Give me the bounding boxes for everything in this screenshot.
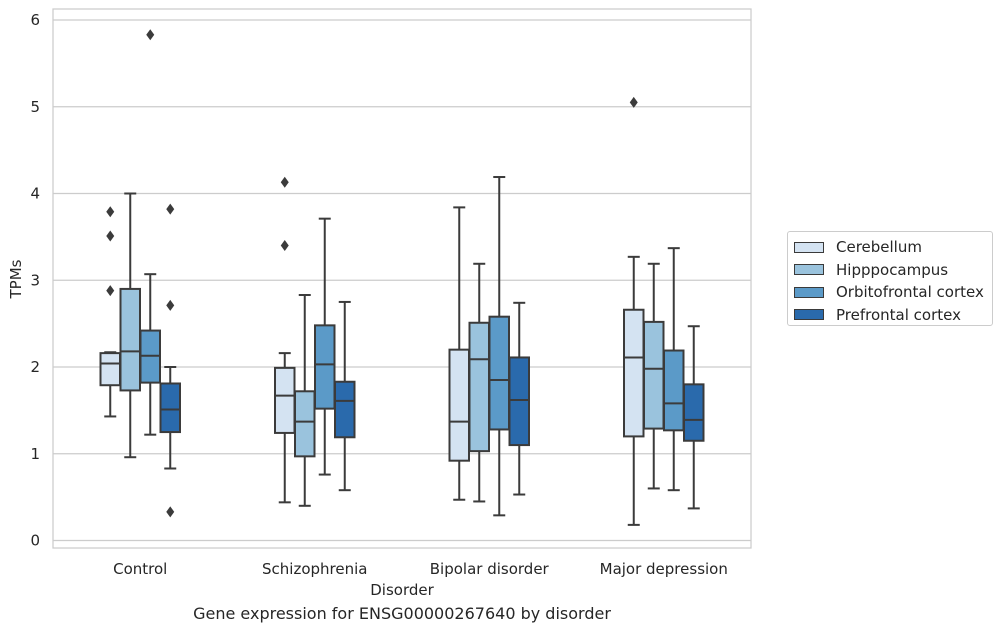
box-0-2 <box>139 29 161 436</box>
box-2-2 <box>488 176 510 517</box>
outlier-point <box>166 299 175 311</box>
outlier-point <box>106 206 115 218</box>
iqr-box <box>683 383 705 442</box>
legend: Cerebellum Hipppocampus Orbitofrontal co… <box>787 231 993 326</box>
iqr-box <box>334 380 356 439</box>
legend-item-hippocampus: Hipppocampus <box>793 259 992 282</box>
iqr-box <box>488 315 510 431</box>
y-tick-label: 4 <box>30 185 40 203</box>
box-1-1 <box>294 293 316 507</box>
iqr-box <box>99 352 121 387</box>
legend-item-prefrontal-cortex: Prefrontal cortex <box>793 304 992 327</box>
legend-swatch <box>794 264 824 276</box>
box-1-3 <box>334 300 356 492</box>
legend-label: Orbitofrontal cortex <box>836 283 984 302</box>
box-3-0 <box>623 96 645 526</box>
legend-label: Cerebellum <box>836 238 922 257</box>
y-tick-labels: 0 1 2 3 4 5 6 <box>30 11 40 550</box>
iqr-box <box>643 320 665 430</box>
x-axis-label: Disorder <box>370 581 434 599</box>
x-tick-label: Control <box>113 560 167 578</box>
figure-caption: Gene expression for ENSG00000267640 by d… <box>193 604 611 623</box>
iqr-box <box>663 349 685 432</box>
iqr-box <box>159 382 181 434</box>
legend-label: Prefrontal cortex <box>836 305 961 324</box>
box-2-1 <box>468 262 490 503</box>
iqr-box <box>314 324 336 410</box>
legend-swatch <box>794 241 824 253</box>
iqr-box <box>119 287 141 392</box>
outlier-point <box>166 203 175 215</box>
y-tick-label: 5 <box>30 98 40 116</box>
y-tick-label: 6 <box>30 11 40 29</box>
y-tick-label: 0 <box>30 532 40 550</box>
outlier-point <box>106 285 115 297</box>
box-3-3 <box>683 325 705 510</box>
y-axis-label: TPMs <box>7 259 25 299</box>
plot-area-frame <box>52 8 752 549</box>
x-tick-label: Schizophrenia <box>262 560 367 578</box>
x-tick-labels: Control Schizophrenia Bipolar disorder Majo… <box>113 560 728 578</box>
box-0-0 <box>99 206 121 418</box>
box-2-3 <box>508 301 530 496</box>
y-tick-label: 2 <box>30 358 40 376</box>
y-tick-label: 1 <box>30 445 40 463</box>
box-0-1 <box>119 192 141 459</box>
iqr-box <box>623 308 645 438</box>
outlier-point <box>280 240 289 252</box>
outlier-point <box>146 29 155 41</box>
box-0-3 <box>159 203 181 518</box>
iqr-box <box>508 356 530 447</box>
boxes <box>99 29 705 526</box>
gridlines <box>53 19 751 542</box>
iqr-box <box>448 348 470 462</box>
outlier-point <box>166 506 175 518</box>
iqr-box <box>294 390 316 458</box>
legend-item-cerebellum: Cerebellum <box>793 236 992 259</box>
legend-item-orbitofrontal-cortex: Orbitofrontal cortex <box>793 281 992 304</box>
box-2-0 <box>448 206 470 501</box>
y-tick-label: 3 <box>30 271 40 289</box>
legend-label: Hipppocampus <box>836 260 949 279</box>
iqr-box <box>468 321 490 453</box>
box-1-2 <box>314 217 336 476</box>
legend-swatch <box>794 286 824 298</box>
outlier-point <box>106 230 115 242</box>
outlier-point <box>280 176 289 188</box>
x-tick-label: Bipolar disorder <box>430 560 550 578</box>
x-tick-label: Major depression <box>600 560 728 578</box>
legend-swatch <box>794 309 824 321</box>
iqr-box <box>274 366 296 434</box>
box-3-1 <box>643 262 665 490</box>
outlier-point <box>629 96 638 108</box>
